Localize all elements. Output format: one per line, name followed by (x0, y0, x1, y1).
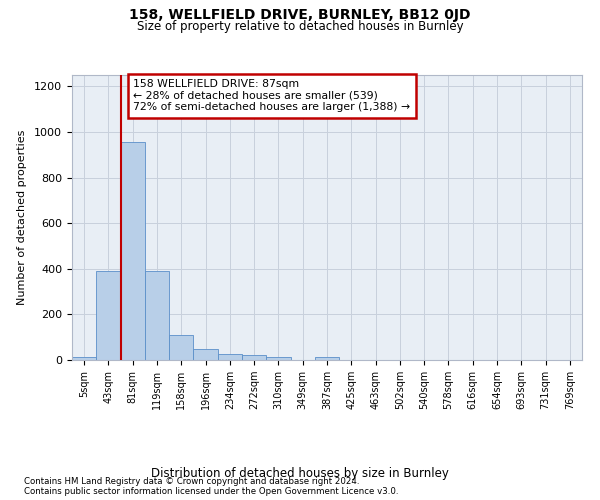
Bar (242, 356, 266, 360)
Bar (145, 271, 169, 360)
Bar (266, 356, 290, 360)
Bar (121, 142, 145, 360)
Text: Contains HM Land Registry data © Crown copyright and database right 2024.: Contains HM Land Registry data © Crown c… (24, 478, 359, 486)
Bar (218, 354, 242, 360)
Bar (72, 356, 96, 360)
Text: Distribution of detached houses by size in Burnley: Distribution of detached houses by size … (151, 468, 449, 480)
Y-axis label: Number of detached properties: Number of detached properties (17, 130, 27, 305)
Text: Size of property relative to detached houses in Burnley: Size of property relative to detached ho… (137, 20, 463, 33)
Bar (96, 271, 121, 360)
Text: 158 WELLFIELD DRIVE: 87sqm
← 28% of detached houses are smaller (539)
72% of sem: 158 WELLFIELD DRIVE: 87sqm ← 28% of deta… (133, 80, 410, 112)
Bar (315, 356, 339, 360)
Text: 158, WELLFIELD DRIVE, BURNLEY, BB12 0JD: 158, WELLFIELD DRIVE, BURNLEY, BB12 0JD (129, 8, 471, 22)
Text: Contains public sector information licensed under the Open Government Licence v3: Contains public sector information licen… (24, 487, 398, 496)
Bar (193, 348, 218, 360)
Bar (169, 335, 193, 360)
